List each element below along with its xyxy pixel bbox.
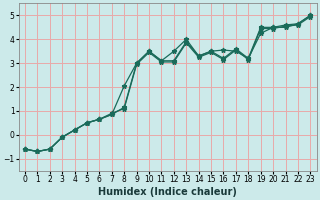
X-axis label: Humidex (Indice chaleur): Humidex (Indice chaleur) (98, 187, 237, 197)
